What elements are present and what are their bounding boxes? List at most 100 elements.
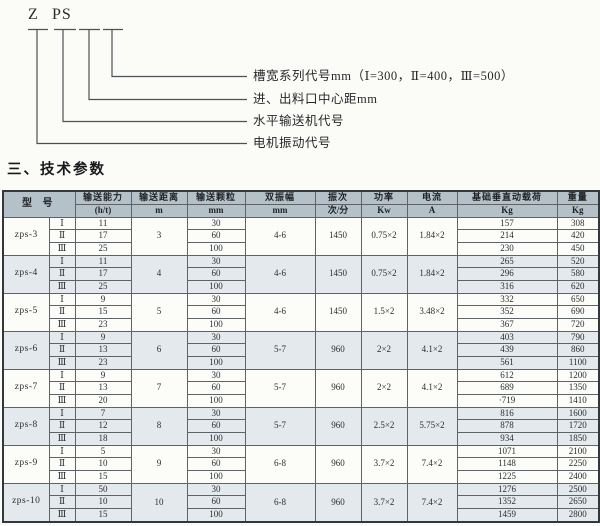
- capacity-cell: 9: [74, 330, 132, 345]
- weight-cell: 720: [556, 317, 600, 332]
- header-weight: 重量: [556, 190, 600, 205]
- particle-cell: 60: [186, 495, 246, 509]
- capacity-cell: 10: [74, 495, 132, 509]
- weight-cell: 1410: [556, 393, 600, 408]
- series-cell: Ⅱ: [48, 343, 76, 357]
- load-cell: 612: [456, 368, 558, 383]
- table-row: zps-5 Ⅰ 9 5 30 4-6 1450 1.5×2 3.48×2 332 650: [2, 292, 600, 332]
- capacity-cell: 7: [74, 406, 132, 421]
- table-row: Ⅱ 12 60 878 1720: [3, 419, 600, 433]
- header-model: 型 号: [2, 190, 76, 218]
- table-body: zps-3 Ⅰ 11 3 30 4-6 1450 0.75×2 1.84×2 157 308 Ⅱ 17 6…: [2, 216, 600, 523]
- capacity-cell: 15: [74, 507, 132, 523]
- header-amplitude: 双振幅: [244, 190, 316, 205]
- amplitude-cell: 6-8: [244, 444, 316, 484]
- capacity-cell: 50: [74, 482, 132, 497]
- code-letter-z: Z: [28, 6, 38, 23]
- current-cell: 4.1×2: [406, 330, 458, 370]
- weight-cell: 1600: [556, 406, 600, 421]
- weight-cell: 1200: [556, 368, 600, 383]
- weight-cell: 520: [556, 254, 600, 269]
- particle-cell: 60: [186, 419, 246, 433]
- series-cell: Ⅰ: [48, 368, 76, 383]
- frequency-cell: 960: [314, 330, 362, 370]
- diagram-label-conveyor-code: 水平输送机代号: [253, 114, 345, 128]
- unit-power: Kw: [360, 203, 408, 218]
- table-row: Ⅲ 20 100 ·719 1410: [3, 393, 600, 408]
- load-cell: 561: [456, 355, 558, 370]
- frequency-cell: 960: [314, 444, 362, 484]
- table-row: zps-9 Ⅰ 5 9 30 6-8 960 3.7×2 7.4×2 1071 2100: [2, 444, 600, 484]
- table-row: Ⅲ 25 100 316 620: [3, 279, 600, 294]
- load-cell: 934: [456, 431, 558, 446]
- table-row: zps-4 Ⅰ 11 4 30 4-6 1450 0.75×2 1.84×2 265 520: [2, 254, 600, 294]
- particle-cell: 100: [186, 469, 246, 484]
- header-particle: 输送颗粒: [186, 190, 246, 205]
- header-current: 电流: [406, 190, 458, 205]
- weight-cell: 420: [556, 229, 600, 243]
- series-cell: Ⅲ: [48, 431, 76, 446]
- distance-cell: 9: [130, 444, 188, 484]
- weight-cell: 2250: [556, 457, 600, 471]
- load-cell: 367: [456, 317, 558, 332]
- unit-capacity: (h/t): [74, 203, 132, 218]
- particle-cell: 100: [186, 317, 246, 332]
- header-distance: 输送距离: [130, 190, 188, 205]
- load-cell: 230: [456, 241, 558, 256]
- amplitude-cell: 4-6: [244, 254, 316, 294]
- model-cell: zps-4: [2, 254, 50, 294]
- power-cell: 0.75×2: [360, 254, 408, 294]
- weight-cell: 1350: [556, 381, 600, 395]
- particle-cell: 100: [186, 355, 246, 370]
- capacity-cell: 18: [74, 431, 132, 446]
- capacity-cell: 17: [74, 267, 132, 281]
- weight-cell: 690: [556, 305, 600, 319]
- section-title: 三、技术参数: [7, 162, 106, 178]
- particle-cell: 30: [186, 406, 246, 421]
- power-cell: 2.5×2: [360, 406, 408, 446]
- particle-cell: 60: [186, 229, 246, 243]
- load-cell: ·719: [456, 393, 558, 408]
- table-row: zps-3 Ⅰ 11 3 30 4-6 1450 0.75×2 1.84×2 157 308: [2, 216, 600, 256]
- capacity-cell: 13: [74, 343, 132, 357]
- particle-cell: 30: [186, 444, 246, 459]
- particle-cell: 60: [186, 267, 246, 281]
- distance-cell: 4: [130, 254, 188, 294]
- series-cell: Ⅰ: [48, 292, 76, 307]
- capacity-cell: 23: [74, 317, 132, 332]
- table-row: zps-7 Ⅰ 9 7 30 5-7 960 2×2 4.1×2 612 1200: [2, 368, 600, 408]
- series-cell: Ⅲ: [48, 317, 76, 332]
- series-cell: Ⅰ: [48, 216, 76, 231]
- load-cell: 1276: [456, 482, 558, 497]
- power-cell: 3.7×2: [360, 444, 408, 484]
- capacity-cell: 25: [74, 241, 132, 256]
- unit-load: Kg: [456, 203, 558, 218]
- load-cell: 265: [456, 254, 558, 269]
- particle-cell: 100: [186, 507, 246, 523]
- capacity-cell: 5: [74, 444, 132, 459]
- model-cell: zps-6: [2, 330, 50, 370]
- capacity-cell: 9: [74, 292, 132, 307]
- table-row: Ⅲ 18 100 934 1850: [3, 431, 600, 446]
- capacity-cell: 20: [74, 393, 132, 408]
- unit-frequency: 次/分: [314, 203, 362, 218]
- load-cell: 1459: [456, 507, 558, 523]
- load-cell: 352: [456, 305, 558, 319]
- table-row: Ⅲ 15 100 1459 2800: [3, 507, 600, 523]
- frequency-cell: 960: [314, 368, 362, 408]
- load-cell: 689: [456, 381, 558, 395]
- load-cell: 296: [456, 267, 558, 281]
- table-row: Ⅱ 17 60 214 420: [3, 229, 600, 243]
- series-cell: Ⅲ: [48, 241, 76, 256]
- load-cell: 439: [456, 343, 558, 357]
- capacity-cell: 23: [74, 355, 132, 370]
- table-row: Ⅲ 23 100 561 1100: [3, 355, 600, 370]
- series-cell: Ⅲ: [48, 393, 76, 408]
- table-row: zps-10 Ⅰ 50 10 30 6-8 960 3.7×2 7.4×2 1276 2500: [2, 482, 600, 523]
- capacity-cell: 11: [74, 254, 132, 269]
- capacity-cell: 17: [74, 229, 132, 243]
- weight-cell: 308: [556, 216, 600, 231]
- weight-cell: 2400: [556, 469, 600, 484]
- load-cell: 878: [456, 419, 558, 433]
- particle-cell: 30: [186, 216, 246, 231]
